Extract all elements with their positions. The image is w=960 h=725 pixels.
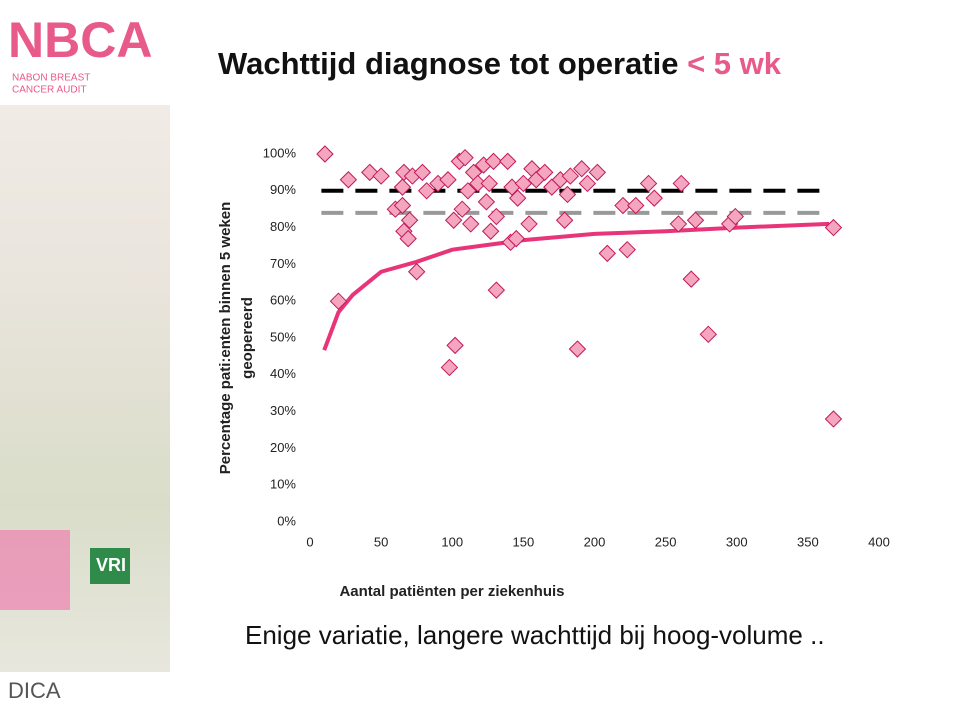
x-axis-label: Aantal patiënten per ziekenhuis [339,583,564,600]
point [555,211,574,229]
y-tick-label: 70% [270,256,296,271]
photo-label: VRI [96,555,126,575]
point [578,174,597,193]
point [672,174,690,193]
point [508,189,527,207]
point [481,222,500,240]
point [399,229,417,248]
point [824,218,843,237]
y-tick-label: 10% [270,477,296,492]
point [572,160,591,178]
point [682,270,700,288]
point [459,182,477,200]
point [558,185,577,204]
point [453,200,471,218]
point [568,340,587,358]
point [456,148,474,167]
point [487,281,506,299]
logo-sub: CANCER AUDIT [12,85,86,96]
point [444,211,463,229]
point [372,167,390,185]
x-tick-label: 150 [513,534,535,549]
y-axis-label: geopereerd [239,297,256,379]
x-tick-label: 250 [655,534,677,549]
point [339,171,358,189]
point [477,193,496,211]
x-tick-label: 400 [868,534,890,549]
logo-sub: NABON BREAST [12,73,90,84]
footer-logo: DICA [8,678,61,703]
y-axis-label: Percentage pati:enten binnen 5 weken [217,202,234,475]
point [469,174,487,193]
point [480,174,498,193]
chart-title: Wachttijd diagnose tot operatie < 5 wk [218,46,782,81]
logo: NBCA [8,12,152,68]
point [417,182,436,200]
point [487,207,506,226]
point [520,215,538,233]
x-tick-label: 50 [374,534,388,549]
y-tick-label: 50% [270,329,296,344]
y-tick-label: 0% [277,513,296,528]
y-tick-label: 80% [270,219,296,234]
point [499,152,517,171]
sidebar [0,0,170,720]
point [407,263,426,281]
subtitle: Enige variatie, langere wachttijd bij ho… [245,620,825,650]
point [536,163,554,182]
point [588,163,607,182]
y-tick-label: 100% [263,145,297,160]
x-tick-label: 200 [584,534,606,549]
y-tick-label: 30% [270,403,296,418]
point [598,244,617,263]
x-tick-label: 350 [797,534,819,549]
point [726,207,745,226]
x-tick-label: 300 [726,534,748,549]
y-tick-label: 90% [270,182,296,197]
point [824,410,843,428]
point [507,229,525,248]
photo-sign [90,548,130,584]
point [413,163,432,182]
title-main: Wachttijd diagnose tot operatie [218,46,678,81]
point [618,240,636,259]
x-tick-label: 0 [306,534,313,549]
point [329,292,348,310]
point [699,325,718,344]
logo-area [0,0,170,105]
y-tick-label: 20% [270,440,296,455]
point [316,145,334,163]
point [627,196,645,215]
trend-line [322,221,830,351]
point [439,171,457,189]
y-tick-label: 40% [270,366,296,381]
point [393,196,412,215]
point [393,178,412,196]
point [639,174,658,193]
point [669,215,688,233]
point [484,152,503,171]
title-highlight: < 5 wk [687,46,782,81]
x-tick-label: 100 [441,534,463,549]
point [400,211,419,229]
y-tick-label: 60% [270,293,296,308]
point [440,358,459,377]
photo-blob [0,530,70,610]
point [462,215,480,233]
point [614,196,632,215]
point [561,167,580,185]
point [645,189,663,207]
footer-logo-area [0,672,170,720]
point [446,336,464,355]
point [686,211,705,229]
